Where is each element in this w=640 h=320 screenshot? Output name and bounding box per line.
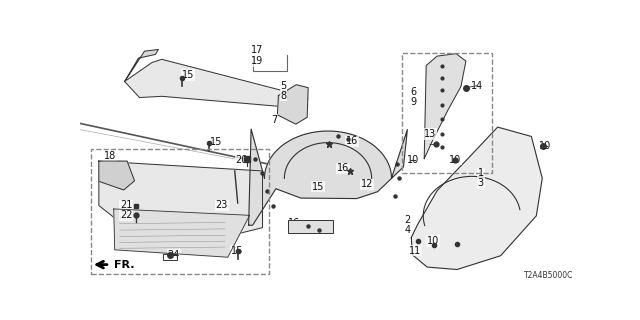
Text: T2A4B5000C: T2A4B5000C <box>524 271 573 280</box>
Text: 1: 1 <box>477 168 484 179</box>
Text: 12: 12 <box>360 179 373 189</box>
Text: 15: 15 <box>210 137 222 148</box>
Polygon shape <box>99 161 262 240</box>
Polygon shape <box>277 85 308 124</box>
Text: 10: 10 <box>427 236 439 246</box>
Text: 6: 6 <box>410 87 417 97</box>
Text: 10: 10 <box>539 141 552 151</box>
Polygon shape <box>125 50 158 82</box>
Text: 17: 17 <box>252 45 264 55</box>
Text: 15: 15 <box>182 70 195 80</box>
Polygon shape <box>412 127 542 269</box>
Text: 2: 2 <box>404 215 410 225</box>
Text: 22: 22 <box>120 210 132 220</box>
Text: 16: 16 <box>337 164 349 173</box>
Text: 19: 19 <box>252 56 264 66</box>
Text: 21: 21 <box>120 200 132 211</box>
Text: 8: 8 <box>280 91 287 100</box>
Text: 16: 16 <box>288 218 300 228</box>
Text: 23: 23 <box>216 200 228 211</box>
Text: 7: 7 <box>271 115 278 125</box>
Text: 9: 9 <box>410 98 417 108</box>
Text: 11: 11 <box>409 246 421 256</box>
Text: 24: 24 <box>168 250 180 260</box>
Bar <box>403 53 492 173</box>
Text: 3: 3 <box>477 178 484 188</box>
Text: 4: 4 <box>404 225 410 235</box>
Text: 13: 13 <box>424 129 436 139</box>
Bar <box>163 254 177 260</box>
Text: 18: 18 <box>104 151 116 161</box>
Text: 10: 10 <box>449 155 461 164</box>
Text: 15: 15 <box>230 246 243 256</box>
Text: 5: 5 <box>280 81 287 91</box>
Text: 20: 20 <box>236 155 248 164</box>
Text: 10: 10 <box>407 155 419 164</box>
Text: FR.: FR. <box>114 260 134 269</box>
Polygon shape <box>249 129 408 225</box>
Bar <box>288 220 333 233</box>
Polygon shape <box>114 209 250 257</box>
Bar <box>91 149 269 275</box>
Text: 15: 15 <box>312 182 324 192</box>
Polygon shape <box>424 54 466 159</box>
Polygon shape <box>99 161 134 190</box>
Text: 16: 16 <box>346 136 358 146</box>
Text: 14: 14 <box>470 81 483 91</box>
Polygon shape <box>125 59 308 107</box>
